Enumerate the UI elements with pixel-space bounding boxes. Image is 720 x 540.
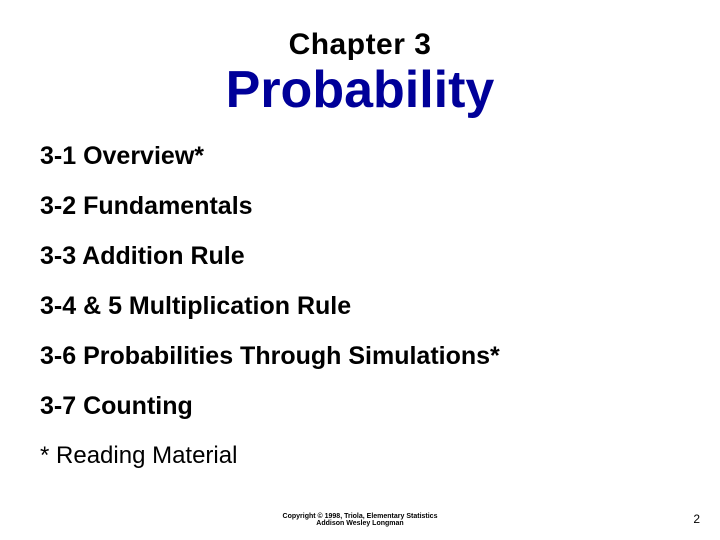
toc-line-5: 3-6 Probabilities Through Simulations*	[40, 342, 680, 371]
page-number: 2	[693, 512, 700, 526]
chapter-label: Chapter 3	[40, 28, 680, 62]
copyright: Copyright © 1998, Triola, Elementary Sta…	[0, 513, 720, 528]
slide: Chapter 3 Probability 3-1 Overview* 3-2 …	[0, 0, 720, 540]
footnote: * Reading Material	[40, 442, 680, 470]
copyright-line2: Addison Wesley Longman	[316, 520, 403, 527]
toc-line-3: 3-3 Addition Rule	[40, 242, 680, 271]
copyright-line1: Copyright © 1998, Triola, Elementary Sta…	[283, 513, 438, 520]
toc-line-4: 3-4 & 5 Multiplication Rule	[40, 292, 680, 321]
slide-title: Probability	[40, 60, 680, 120]
toc-line-1: 3-1 Overview*	[40, 142, 680, 171]
toc-line-2: 3-2 Fundamentals	[40, 192, 680, 221]
toc-line-6: 3-7 Counting	[40, 392, 680, 421]
